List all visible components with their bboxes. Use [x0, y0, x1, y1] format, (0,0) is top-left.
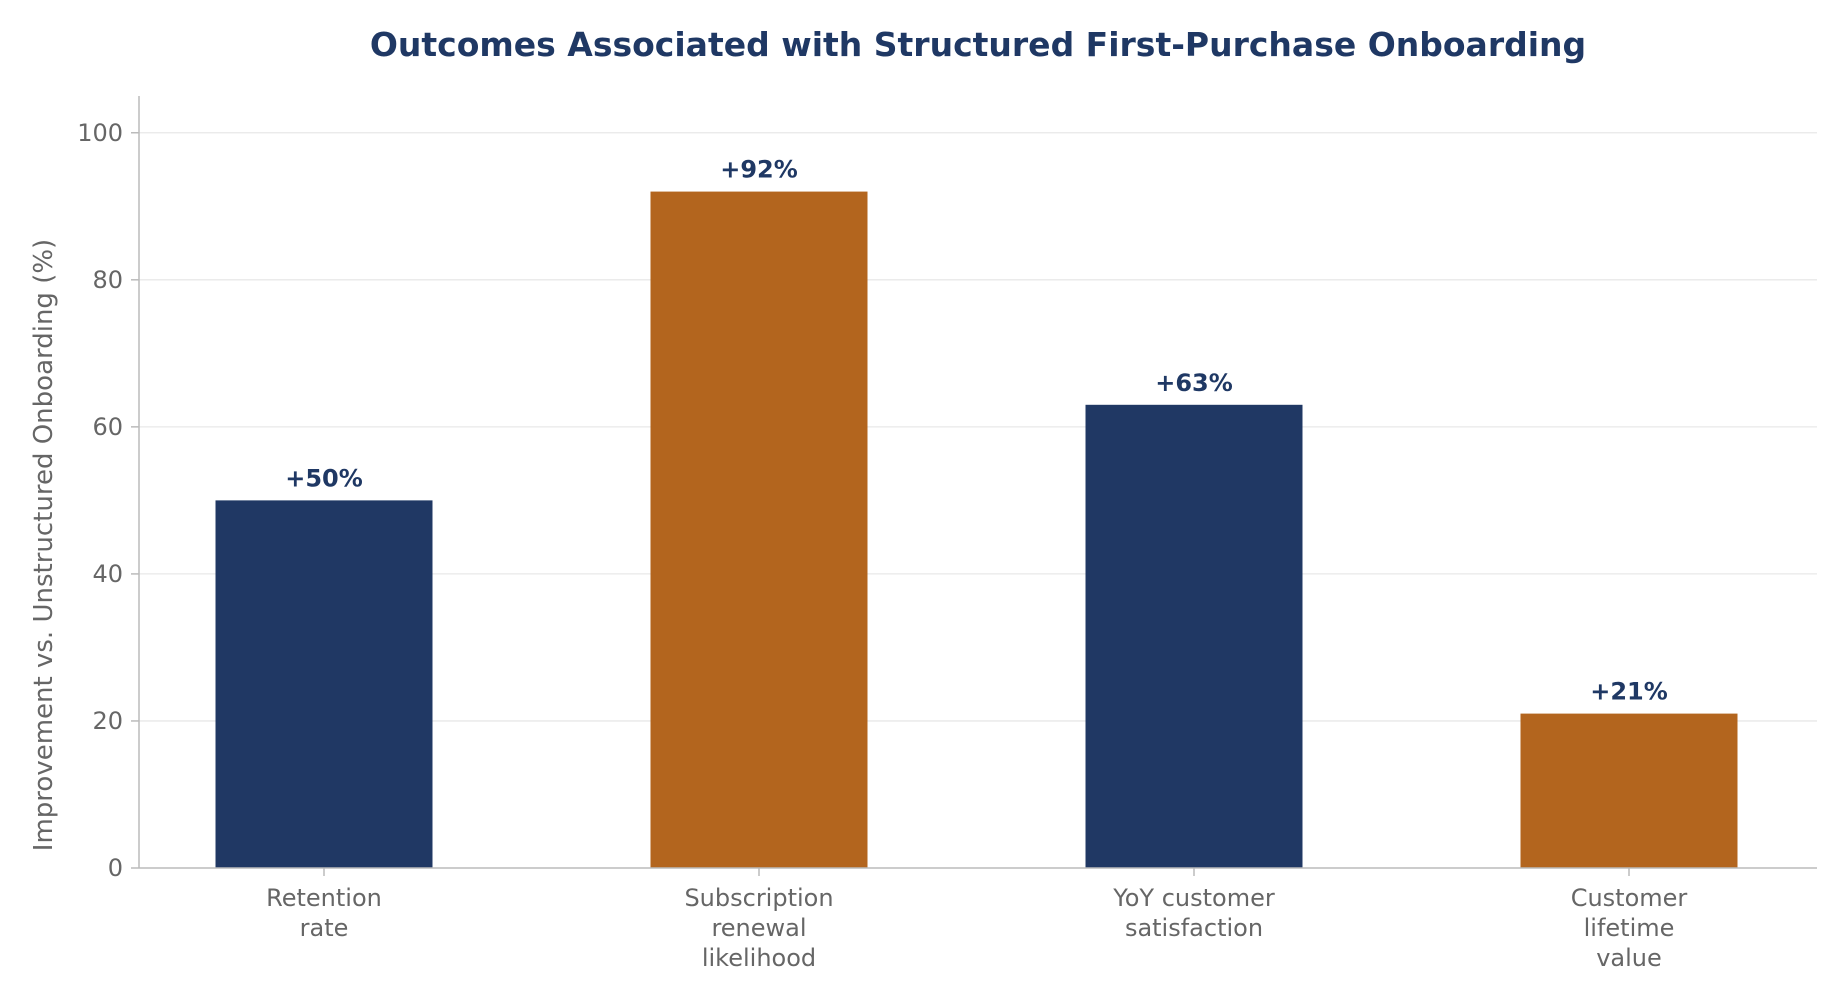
axes-layer: 0 20 40 60 80 100 Retention rate Subscription ren… [77, 96, 1817, 972]
labels-layer: +50% +92% +63% +21% [285, 156, 1668, 706]
data-label-4: +21% [1590, 678, 1668, 706]
x-tick-label-line: likelihood [702, 944, 816, 972]
data-label-3: +63% [1155, 369, 1233, 397]
x-tick-label-line: Subscription [684, 884, 833, 912]
x-tick-label-4: Customer lifetime value [1571, 884, 1688, 972]
x-tick-label-line: satisfaction [1125, 914, 1263, 942]
y-tick-label: 80 [92, 266, 123, 294]
x-tick-label-line: lifetime [1584, 914, 1675, 942]
bar-4 [1520, 713, 1738, 868]
x-tick-label-line: YoY customer [1112, 884, 1275, 912]
y-tick-label: 100 [77, 119, 123, 147]
x-tick-label-line: value [1596, 944, 1662, 972]
y-tick-label: 0 [108, 854, 123, 882]
bars-layer [215, 191, 1738, 869]
y-tick-label: 60 [92, 413, 123, 441]
bar-1 [215, 500, 433, 868]
x-tick-label-line: Customer [1571, 884, 1688, 912]
y-tick-label: 20 [92, 707, 123, 735]
bar-2 [650, 191, 868, 869]
x-tick-label-2: Subscription renewal likelihood [684, 884, 833, 972]
x-tick-label-line: rate [300, 914, 349, 942]
x-tick-label-line: Retention [266, 884, 382, 912]
data-label-2: +92% [720, 156, 798, 184]
chart-title: Outcomes Associated with Structured Firs… [370, 25, 1586, 64]
x-tick-label-line: renewal [711, 914, 806, 942]
bar-3 [1085, 404, 1303, 868]
data-label-1: +50% [285, 464, 363, 492]
y-tick-label: 40 [92, 560, 123, 588]
x-tick-label-3: YoY customer satisfaction [1112, 884, 1275, 942]
x-tick-label-1: Retention rate [266, 884, 382, 942]
y-axis-label: Improvement vs. Unstructured Onboarding … [29, 239, 59, 851]
